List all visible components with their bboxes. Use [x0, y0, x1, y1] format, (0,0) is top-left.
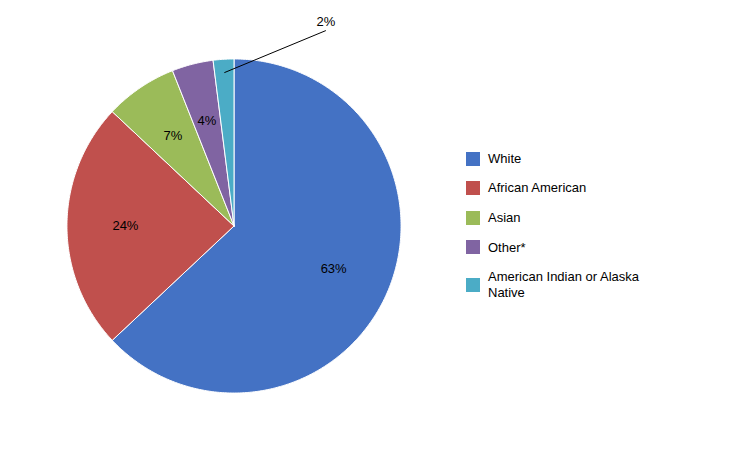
html-text:Other*: Other*	[488, 239, 526, 255]
svg-text:24%: 24%	[112, 218, 138, 233]
svg-text:4%: 4%	[197, 113, 216, 128]
html-text:White: White	[488, 150, 522, 166]
svg-text:7%: 7%	[163, 128, 182, 143]
html-text:African American: African American	[488, 180, 587, 196]
html-text:American Indian or Alaska Nati: American Indian or Alaska Native	[488, 269, 639, 300]
svg-text:2%: 2%	[316, 14, 335, 29]
svg-text:63%: 63%	[320, 261, 346, 276]
html-text:Asian: Asian	[488, 209, 521, 225]
